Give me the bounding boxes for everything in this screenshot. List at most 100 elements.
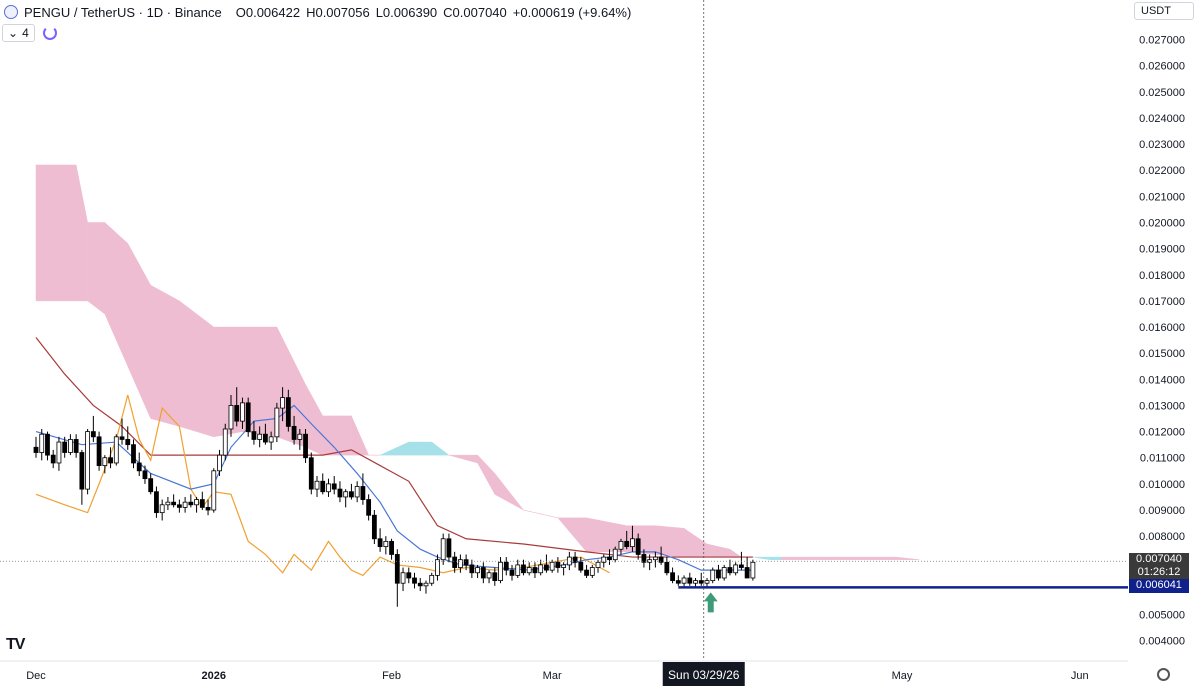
price-tick-label: 0.025000 — [1139, 87, 1185, 99]
candle-body-down — [635, 538, 641, 555]
price-tick-label: 0.005000 — [1139, 610, 1185, 622]
candle — [205, 499, 211, 516]
time-tick-label: 2026 — [202, 670, 226, 682]
symbol-header: PENGU / TetherUS · 1D · Binance O0.00642… — [0, 2, 631, 22]
price-axis: 0.027000 0.026000 0.025000 0.024000 0.023000… — [1139, 35, 1185, 648]
candle — [641, 549, 647, 568]
candle — [331, 476, 337, 495]
candle — [68, 434, 73, 456]
candle-body-down — [119, 436, 125, 440]
candle — [222, 423, 228, 461]
candle — [521, 559, 526, 576]
candle — [308, 452, 314, 495]
price-tick-label: 0.024000 — [1139, 113, 1185, 125]
change-value: +0.000619 (+9.64%) — [512, 4, 632, 20]
cloud-segment — [379, 441, 410, 456]
cloud-segment — [557, 517, 587, 553]
currency-selector[interactable]: USDT — [1134, 2, 1194, 20]
candle — [658, 546, 664, 565]
candle — [744, 557, 750, 579]
candle — [96, 431, 102, 471]
price-tick-label: 0.011000 — [1140, 453, 1185, 465]
cloud-segment — [838, 556, 868, 560]
candle — [595, 559, 601, 573]
cloud-segment — [75, 164, 88, 302]
candle — [349, 483, 354, 500]
candle — [211, 468, 217, 513]
candle — [549, 559, 555, 573]
candle-body-up — [423, 582, 429, 587]
candle-body-down — [188, 501, 194, 506]
candle-body-up — [538, 564, 544, 574]
cloud-segment — [179, 300, 215, 438]
candle-body-up — [704, 580, 710, 584]
price-tick-label: 0.026000 — [1139, 61, 1185, 73]
candle — [297, 428, 303, 450]
cloud-segment — [35, 164, 77, 302]
candle — [142, 465, 148, 484]
candle — [750, 559, 756, 581]
time-tick-label: Dec — [26, 670, 46, 682]
chevron-down-icon: ⌄ — [8, 26, 19, 40]
candle — [165, 496, 171, 511]
candle — [251, 421, 257, 445]
price-tick-label: 0.014000 — [1139, 374, 1185, 386]
kijun-line — [35, 337, 753, 558]
candle-body-up — [240, 402, 245, 422]
candle — [50, 449, 56, 469]
candle — [652, 551, 658, 568]
candle-body-up — [435, 559, 440, 576]
candle — [148, 473, 154, 495]
up-arrow-icon — [703, 592, 718, 613]
candle-body-down — [452, 556, 458, 568]
high-value: H0.007056 — [306, 4, 370, 20]
candle-body-up — [217, 454, 222, 472]
price-tick-label: 0.019000 — [1139, 244, 1185, 256]
candle-body-down — [412, 577, 417, 584]
candle-body-down — [291, 425, 297, 440]
candle — [113, 434, 119, 466]
candle — [670, 567, 675, 584]
candle-body-down — [698, 580, 704, 584]
candle — [538, 559, 544, 576]
low-value: L0.006390 — [375, 4, 438, 20]
candle-body-up — [400, 572, 406, 584]
candle-body-down — [544, 564, 549, 571]
candle-body-down — [360, 486, 366, 500]
candle — [383, 536, 389, 555]
time-tick-label: Jun — [1071, 670, 1089, 682]
indicators-toggle-button[interactable]: ⌄ 4 — [2, 24, 35, 42]
candle — [257, 426, 263, 448]
candle-body-up — [165, 501, 171, 506]
candle-body-up — [475, 567, 480, 574]
candle — [136, 452, 142, 477]
candle-body-down — [664, 561, 670, 574]
candle — [377, 528, 383, 552]
countdown-label: 01:26:12 — [1137, 566, 1181, 578]
gear-icon[interactable] — [1157, 668, 1170, 681]
candle — [612, 546, 618, 563]
candle — [664, 557, 670, 576]
symbol-title[interactable]: PENGU / TetherUS · 1D · Binance — [24, 4, 222, 20]
tradingview-logo-icon[interactable]: TV — [6, 636, 25, 653]
cloud-segment — [127, 243, 151, 419]
candle-body-down — [624, 540, 630, 548]
candle-body-down — [389, 540, 394, 555]
horizontal-level — [0, 560, 1128, 613]
candle-body-up — [326, 483, 331, 493]
candle — [125, 426, 131, 450]
candle — [154, 486, 159, 518]
candle — [45, 431, 50, 461]
candle-body-up — [440, 538, 446, 561]
candle — [572, 551, 578, 568]
candle-body-up — [589, 567, 595, 576]
candle — [400, 567, 406, 592]
candle — [429, 572, 435, 586]
price-tick-label: 0.004000 — [1139, 636, 1185, 648]
candle — [314, 476, 320, 497]
candle-body-up — [612, 548, 618, 561]
candle — [56, 436, 62, 471]
candle — [480, 562, 486, 584]
candle — [630, 525, 635, 552]
